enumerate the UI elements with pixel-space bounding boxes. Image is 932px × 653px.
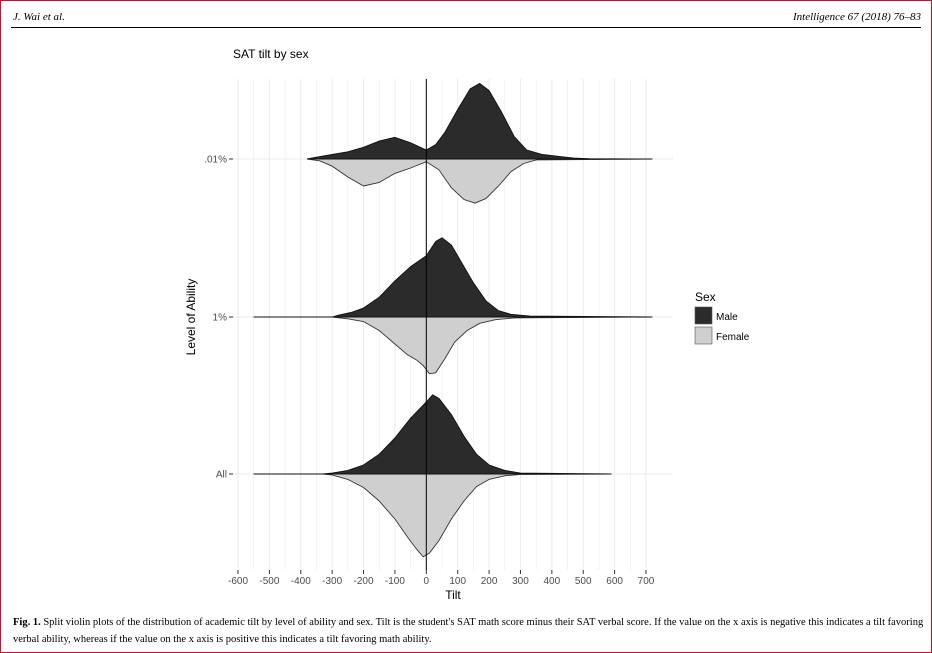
violin-chart: -600 -500 -400 -300 -200 -100 0 100 200 300 400 500… (184, 47, 750, 602)
x-tick-label: -600 (228, 576, 248, 587)
running-header-authors: J. Wai et al. (13, 11, 65, 23)
violin-female-half (253, 316, 653, 375)
x-tick-label: -300 (322, 576, 342, 587)
legend-label-female: Female (716, 332, 750, 343)
x-tick-label: -200 (354, 576, 374, 587)
legend-swatch-male (694, 306, 713, 325)
violin-male-half (253, 394, 612, 475)
legend-label-male: Male (716, 312, 738, 323)
x-tick-label: 400 (544, 576, 561, 587)
violin-male-half (253, 237, 653, 318)
x-tick-label: -400 (291, 576, 311, 587)
x-tick-label: 500 (575, 576, 592, 587)
y-tick-label: 1% (213, 313, 228, 324)
caption-text: Split violin plots of the distribution o… (13, 617, 924, 645)
x-tick-label: -500 (259, 576, 279, 587)
x-axis-label: Tilt (445, 588, 461, 602)
x-tick-label: 300 (512, 576, 529, 587)
violin-female-half (306, 158, 653, 204)
x-tick-label: 100 (449, 576, 466, 587)
y-tick-label: All (216, 470, 227, 481)
x-tick-label: 0 (424, 576, 430, 587)
x-tick-label: -100 (385, 576, 405, 587)
x-tick-label: 600 (606, 576, 623, 587)
caption-label: Fig. 1. (13, 617, 41, 628)
violin-male-half (306, 82, 653, 160)
y-tick-label: .01% (204, 155, 227, 166)
figure-caption: Fig. 1. Split violin plots of the distri… (13, 614, 925, 648)
axes: -600 -500 -400 -300 -200 -100 0 100 200 300 400 500… (204, 155, 655, 588)
chart-title: SAT tilt by sex (233, 47, 309, 61)
legend-swatch-female (694, 326, 713, 345)
running-header-journal: Intelligence 67 (2018) 76–83 (793, 11, 921, 23)
violins (253, 82, 653, 558)
legend-title: Sex (695, 290, 716, 304)
x-tick-label: 700 (638, 576, 655, 587)
y-axis-label: Level of Ability (184, 279, 198, 356)
x-tick-label: 200 (481, 576, 498, 587)
legend: Sex Male Female (694, 290, 750, 345)
header-rule (11, 27, 921, 28)
